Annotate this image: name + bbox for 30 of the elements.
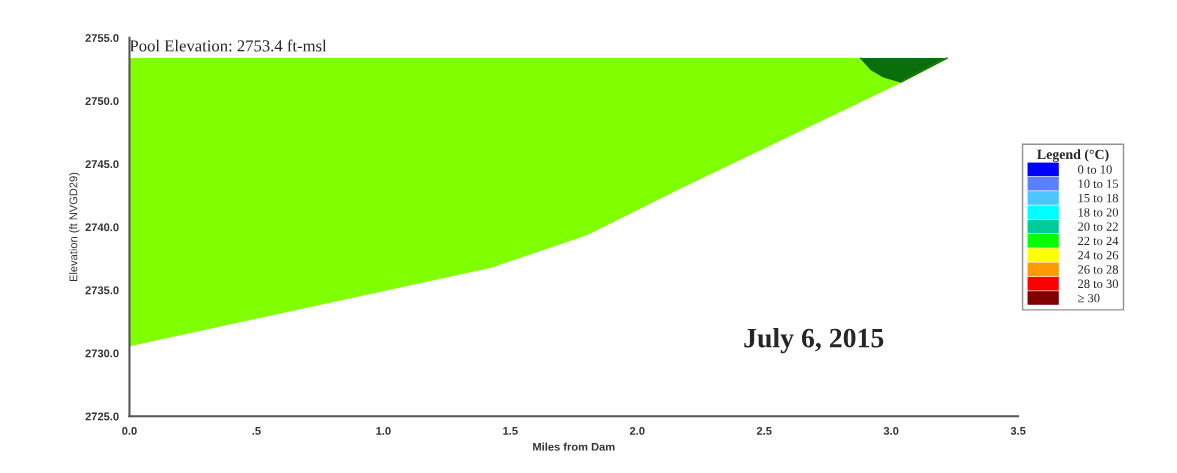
y-tick-label: 2750.0 [85, 97, 119, 106]
y-tick-label: 2745.0 [85, 160, 119, 169]
x-tick-label: 0.0 [122, 426, 137, 435]
legend-label: 22 to 24 [1078, 236, 1119, 246]
legend-label: 20 to 22 [1078, 222, 1118, 231]
legend-label: 28 to 30 [1078, 279, 1119, 288]
x-tick-label: 1.5 [503, 427, 518, 435]
y-tick-label: 2755.0 [85, 34, 119, 42]
y-tick-label: 2735.0 [85, 286, 119, 295]
x-tick-label: 1.0 [376, 426, 391, 435]
legend-label: 24 to 26 [1078, 251, 1119, 260]
legend-label: 10 to 15 [1078, 179, 1119, 188]
annotation: July 6, 2015 [744, 327, 884, 354]
y-axis-title: Elevation (ft NVGD29) [69, 172, 80, 282]
x-tick-label: 3.0 [883, 426, 899, 435]
x-tick-label: 2.5 [756, 426, 772, 435]
legend-label: ≥ 30 [1078, 293, 1100, 303]
y-tick-label: 2740.0 [85, 223, 119, 232]
y-tick-label: 2725.0 [85, 412, 119, 421]
legend-label: 18 to 20 [1078, 208, 1119, 217]
legend-title: Legend (°C) [1037, 149, 1109, 162]
x-tick-label: .5 [252, 427, 261, 435]
legend-label: 0 to 10 [1078, 165, 1112, 174]
legend-label: 15 to 18 [1078, 193, 1119, 203]
x-tick-label: 3.5 [1010, 426, 1026, 435]
annotation: Pool Elevation: 2753.4 ft-msl [129, 39, 327, 52]
legend-label: 26 to 28 [1078, 265, 1119, 274]
y-tick-label: 2730.0 [85, 349, 119, 358]
x-tick-label: 2.0 [629, 426, 645, 435]
x-axis-title: Miles from Dam [533, 442, 615, 451]
